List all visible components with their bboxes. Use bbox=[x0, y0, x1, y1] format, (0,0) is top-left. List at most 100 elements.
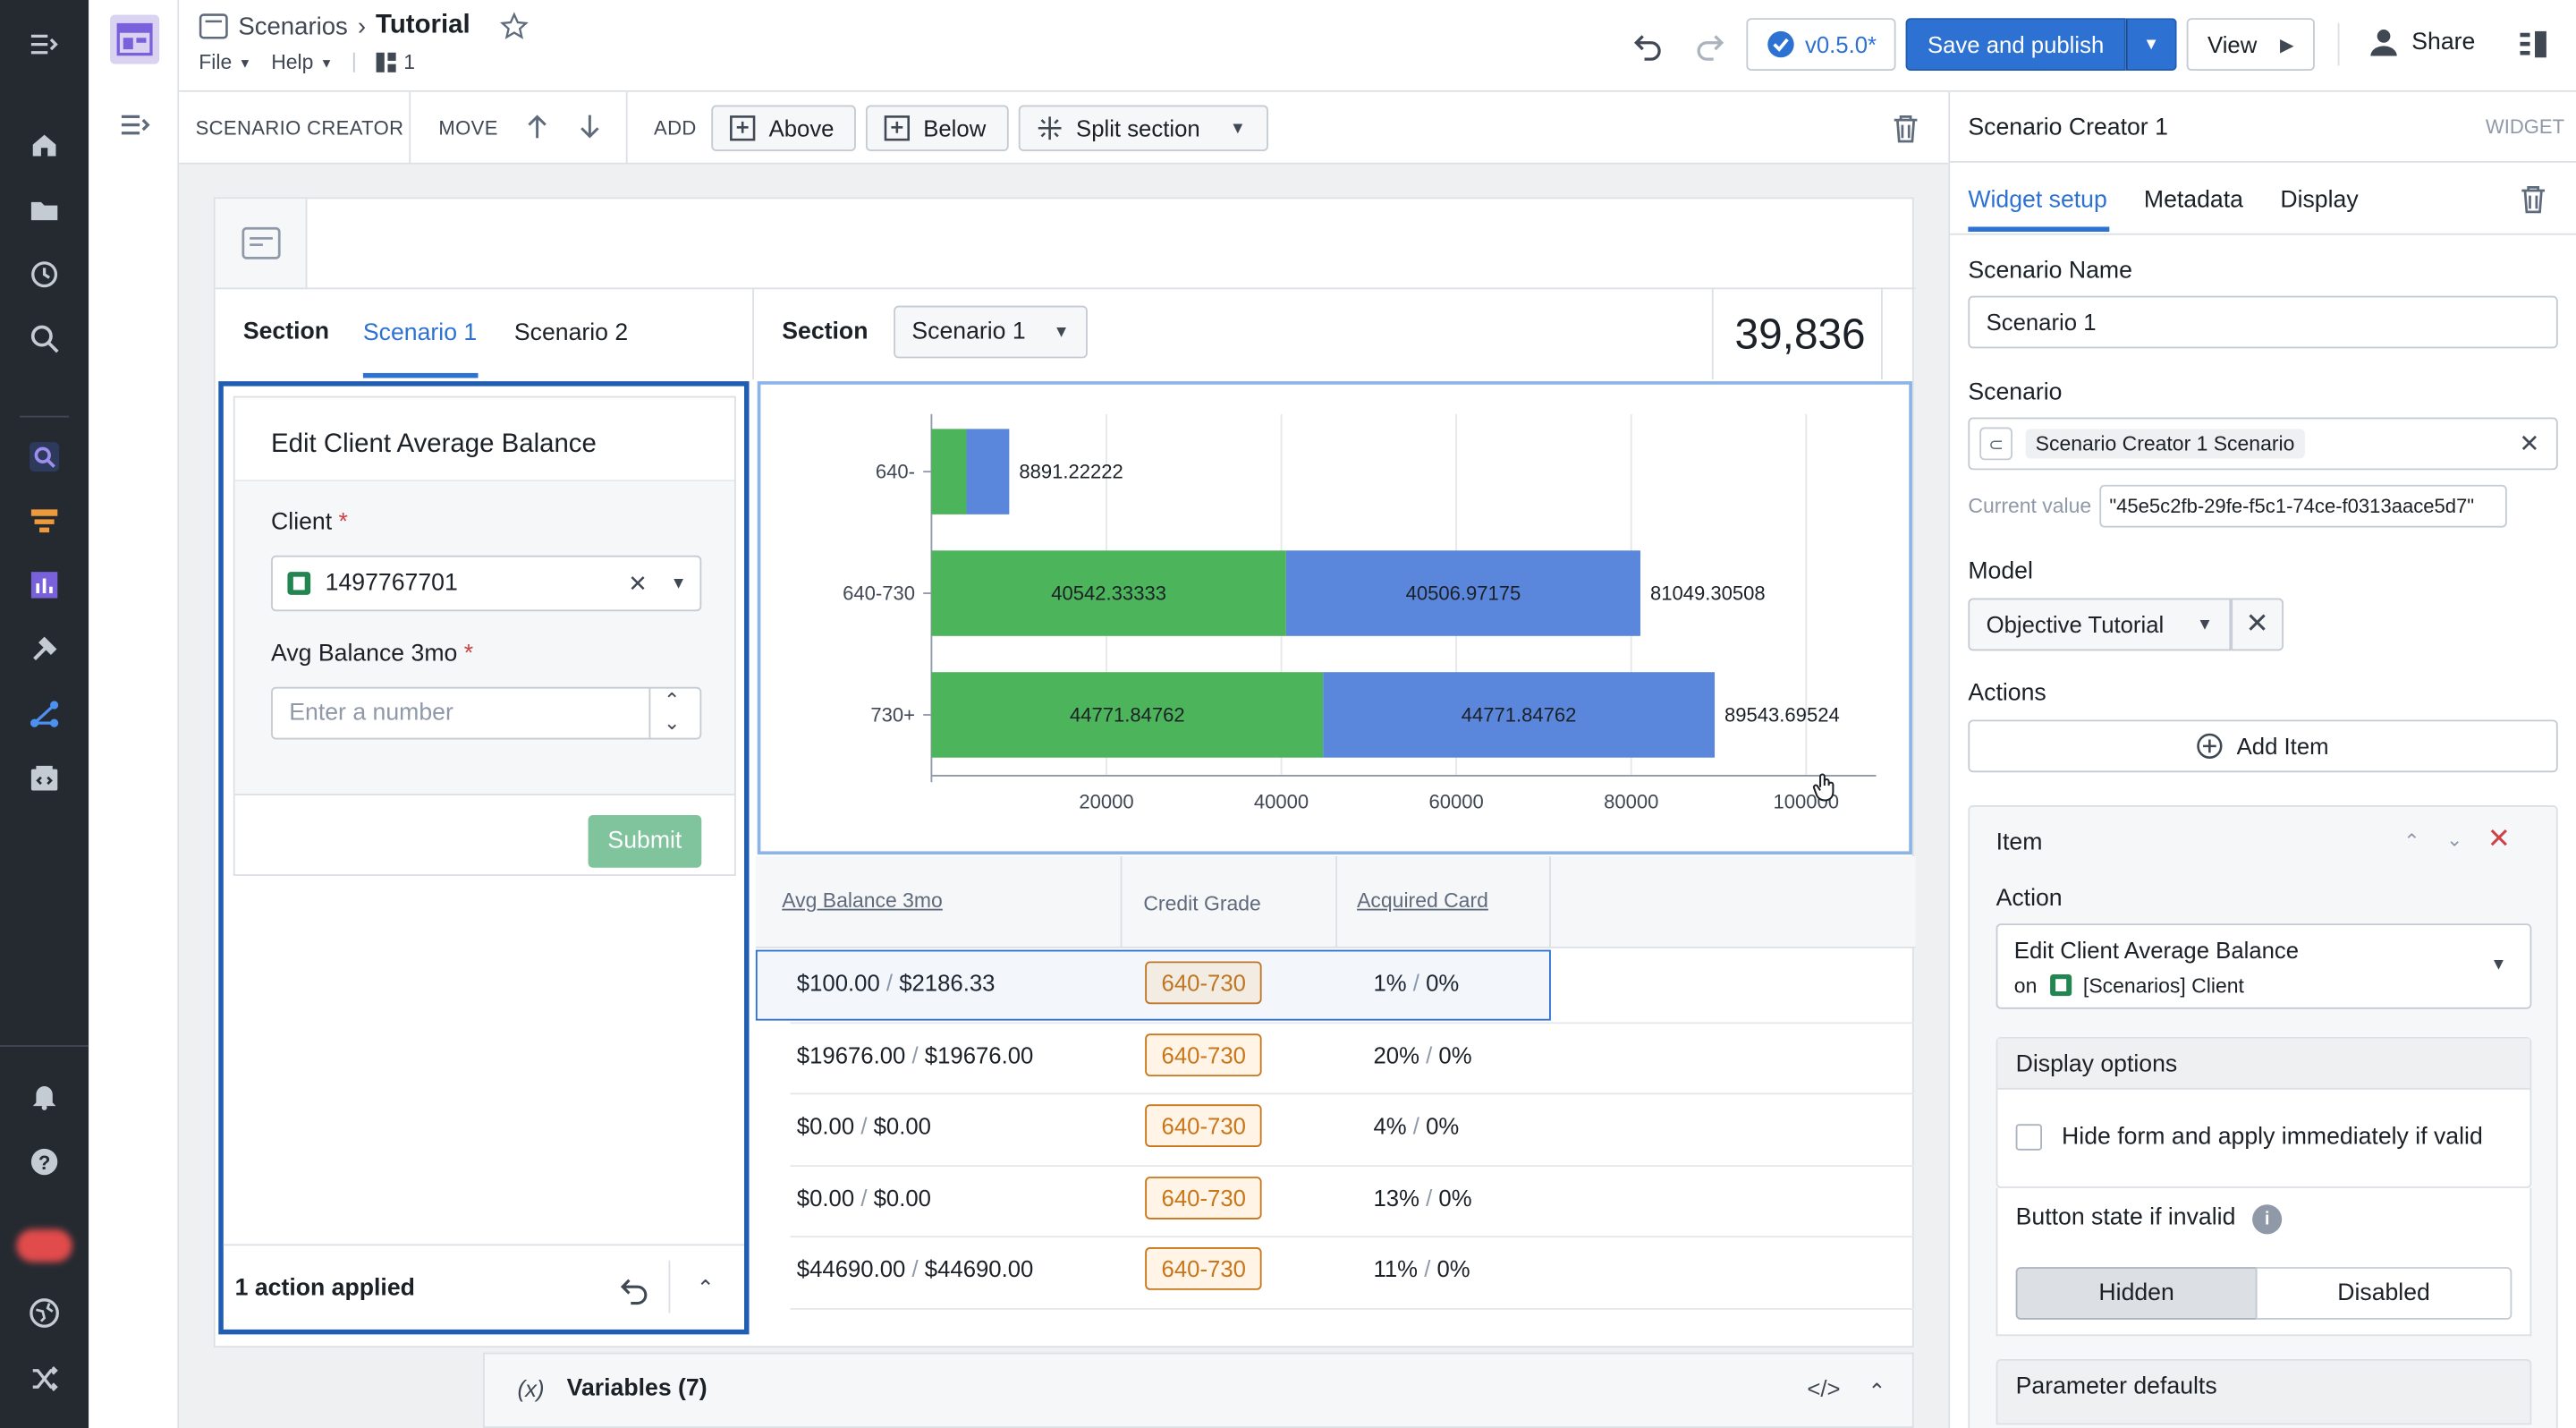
code-icon[interactable]: </> bbox=[1807, 1375, 1841, 1402]
remove-item-icon[interactable]: ✕ bbox=[2487, 823, 2511, 855]
state-disabled-button[interactable]: Disabled bbox=[2255, 1267, 2512, 1320]
shuffle-icon[interactable] bbox=[25, 1359, 64, 1398]
bar-segment bbox=[1323, 672, 1716, 758]
tab-scenario-2[interactable]: Scenario 2 bbox=[513, 320, 629, 347]
arrow-up-icon[interactable] bbox=[522, 112, 552, 141]
clear-model-button[interactable]: ✕ bbox=[2231, 598, 2284, 651]
column-header-acquired[interactable]: Acquired Card bbox=[1357, 888, 1488, 913]
chevron-up-icon[interactable]: ⌃ bbox=[1868, 1378, 1886, 1404]
increment-icon[interactable]: ⌃ bbox=[664, 688, 681, 712]
quiver-icon[interactable] bbox=[25, 565, 64, 605]
view-button[interactable]: View ▶ bbox=[2186, 18, 2315, 71]
split-section-button[interactable]: Split section ▼ bbox=[1018, 105, 1268, 151]
form-section[interactable]: Edit Client Average Balance Client * 149… bbox=[218, 381, 750, 1335]
object-explorer-icon[interactable] bbox=[25, 438, 64, 477]
add-label: ADD bbox=[654, 116, 697, 140]
info-icon[interactable]: i bbox=[2252, 1204, 2283, 1235]
button-state-label: Button state if invalid bbox=[2015, 1204, 2236, 1231]
menu-icon[interactable] bbox=[25, 25, 64, 64]
scenario-creator-widget[interactable]: Section Scenario 1 Scenario 2 Section Sc… bbox=[213, 197, 1916, 1348]
version-button[interactable]: v0.5.0* bbox=[1746, 18, 1896, 71]
tab-widget-setup[interactable]: Widget setup bbox=[1968, 187, 2107, 214]
caret-down-icon[interactable]: ▼ bbox=[670, 574, 687, 593]
add-above-button[interactable]: Above bbox=[711, 105, 856, 151]
move-up-icon[interactable]: ⌃ bbox=[2403, 829, 2420, 854]
workshop-icon[interactable] bbox=[25, 501, 64, 540]
breadcrumb-parent[interactable]: Scenarios bbox=[238, 12, 348, 40]
bar-segment bbox=[931, 550, 1286, 636]
search-icon[interactable] bbox=[25, 319, 64, 358]
client-select[interactable]: 1497767701 ✕ ▼ bbox=[271, 555, 702, 612]
collapse-icon[interactable]: ⌃ bbox=[696, 1275, 715, 1300]
balance-input[interactable]: Enter a number ⌃ ⌃ bbox=[271, 686, 702, 740]
rail-divider bbox=[0, 1045, 89, 1047]
globe-icon[interactable] bbox=[25, 1293, 64, 1332]
model-select[interactable]: Objective Tutorial ▼ bbox=[1968, 598, 2232, 651]
variables-bar[interactable]: (x) Variables (7) </> ⌃ bbox=[482, 1352, 1914, 1428]
grade-badge: 640-730 bbox=[1145, 1033, 1263, 1076]
total-value-label: 81049.30508 bbox=[1650, 582, 1766, 604]
state-hidden-button[interactable]: Hidden bbox=[2015, 1267, 2258, 1320]
tab-scenario-1[interactable]: Scenario 1 bbox=[362, 320, 478, 347]
add-below-button[interactable]: Below bbox=[865, 105, 1009, 151]
hammer-icon[interactable] bbox=[25, 629, 64, 668]
share-button[interactable]: Share bbox=[2369, 28, 2476, 57]
decrement-icon[interactable]: ⌃ bbox=[664, 710, 681, 734]
page-title[interactable]: Tutorial bbox=[376, 11, 470, 40]
segment-value-label: 44771.84762 bbox=[1070, 703, 1185, 726]
revert-icon[interactable] bbox=[618, 1273, 651, 1306]
publish-options-button[interactable]: ▼ bbox=[2125, 18, 2177, 71]
save-publish-button[interactable]: Save and publish bbox=[1905, 18, 2126, 71]
above-label: Above bbox=[768, 115, 835, 141]
action-select[interactable]: Edit Client Average Balance on [Scenario… bbox=[1996, 923, 2532, 1009]
avatar[interactable] bbox=[16, 1228, 72, 1262]
bell-icon[interactable] bbox=[25, 1076, 64, 1116]
help-menu[interactable]: Help bbox=[271, 50, 314, 74]
parameter-defaults-group[interactable]: Parameter defaults bbox=[1996, 1358, 2532, 1425]
page-count[interactable]: 1 bbox=[403, 50, 416, 74]
clear-icon[interactable]: ✕ bbox=[628, 569, 648, 596]
home-icon[interactable] bbox=[25, 125, 64, 165]
trash-icon[interactable] bbox=[1891, 114, 1920, 143]
scenario-tag-input[interactable]: ⊂ Scenario Creator 1 Scenario ✕ bbox=[1968, 417, 2558, 471]
undo-icon[interactable] bbox=[1631, 30, 1665, 63]
submit-button[interactable]: Submit bbox=[588, 815, 702, 868]
redo-icon bbox=[1697, 35, 1724, 61]
outline-toggle-icon[interactable] bbox=[118, 108, 151, 149]
x-tick-label: 80000 bbox=[1604, 791, 1658, 813]
header-section[interactable] bbox=[215, 199, 308, 290]
segment-value-label: 40506.97175 bbox=[1406, 582, 1521, 604]
trash-icon[interactable] bbox=[2519, 184, 2548, 214]
column-header-balance[interactable]: Avg Balance 3mo bbox=[782, 888, 943, 913]
acquired-original: 0% bbox=[1426, 1112, 1460, 1139]
star-icon[interactable] bbox=[500, 12, 530, 41]
panel-toggle-icon[interactable] bbox=[2517, 28, 2550, 61]
share-label: Share bbox=[2411, 30, 2476, 56]
hide-form-checkbox[interactable] bbox=[2015, 1124, 2043, 1151]
tab-display[interactable]: Display bbox=[2280, 187, 2359, 214]
total-value-label: 89543.69524 bbox=[1724, 703, 1840, 726]
help-icon[interactable]: ? bbox=[25, 1143, 64, 1182]
move-down-icon[interactable]: ⌃ bbox=[2445, 826, 2463, 850]
chart-section[interactable]: 20000 40000 60000 80000 100000 640- 8891.22222… bbox=[757, 381, 1912, 855]
file-menu[interactable]: File bbox=[199, 50, 233, 74]
grade-badge: 640-730 bbox=[1145, 961, 1263, 1005]
save-publish-label: Save and publish bbox=[1927, 30, 2105, 58]
caret-down-icon: ▼ bbox=[2196, 615, 2214, 634]
tab-metadata[interactable]: Metadata bbox=[2143, 187, 2243, 214]
scenario-select[interactable]: Scenario 1 ▼ bbox=[894, 305, 1088, 359]
acquired-current: 13% bbox=[1373, 1184, 1419, 1211]
app-logo[interactable] bbox=[110, 14, 160, 64]
current-value: "45e5c2fb-29fe-f5c1-74ce-f0313aace5d7" bbox=[2109, 494, 2475, 518]
app-icon[interactable] bbox=[25, 760, 64, 799]
pipeline-icon[interactable] bbox=[25, 695, 64, 735]
add-item-button[interactable]: Add Item bbox=[1968, 719, 2558, 773]
history-icon[interactable] bbox=[25, 255, 64, 294]
scenario-name-input[interactable]: Scenario 1 bbox=[1968, 295, 2558, 349]
column-header-grade[interactable]: Credit Grade bbox=[1143, 892, 1261, 916]
object-icon bbox=[2050, 974, 2072, 997]
arrow-down-icon[interactable] bbox=[575, 112, 605, 141]
folder-icon[interactable] bbox=[25, 191, 64, 230]
clear-icon[interactable]: ✕ bbox=[2519, 430, 2540, 459]
current-value-label: Current value bbox=[1968, 494, 2092, 518]
